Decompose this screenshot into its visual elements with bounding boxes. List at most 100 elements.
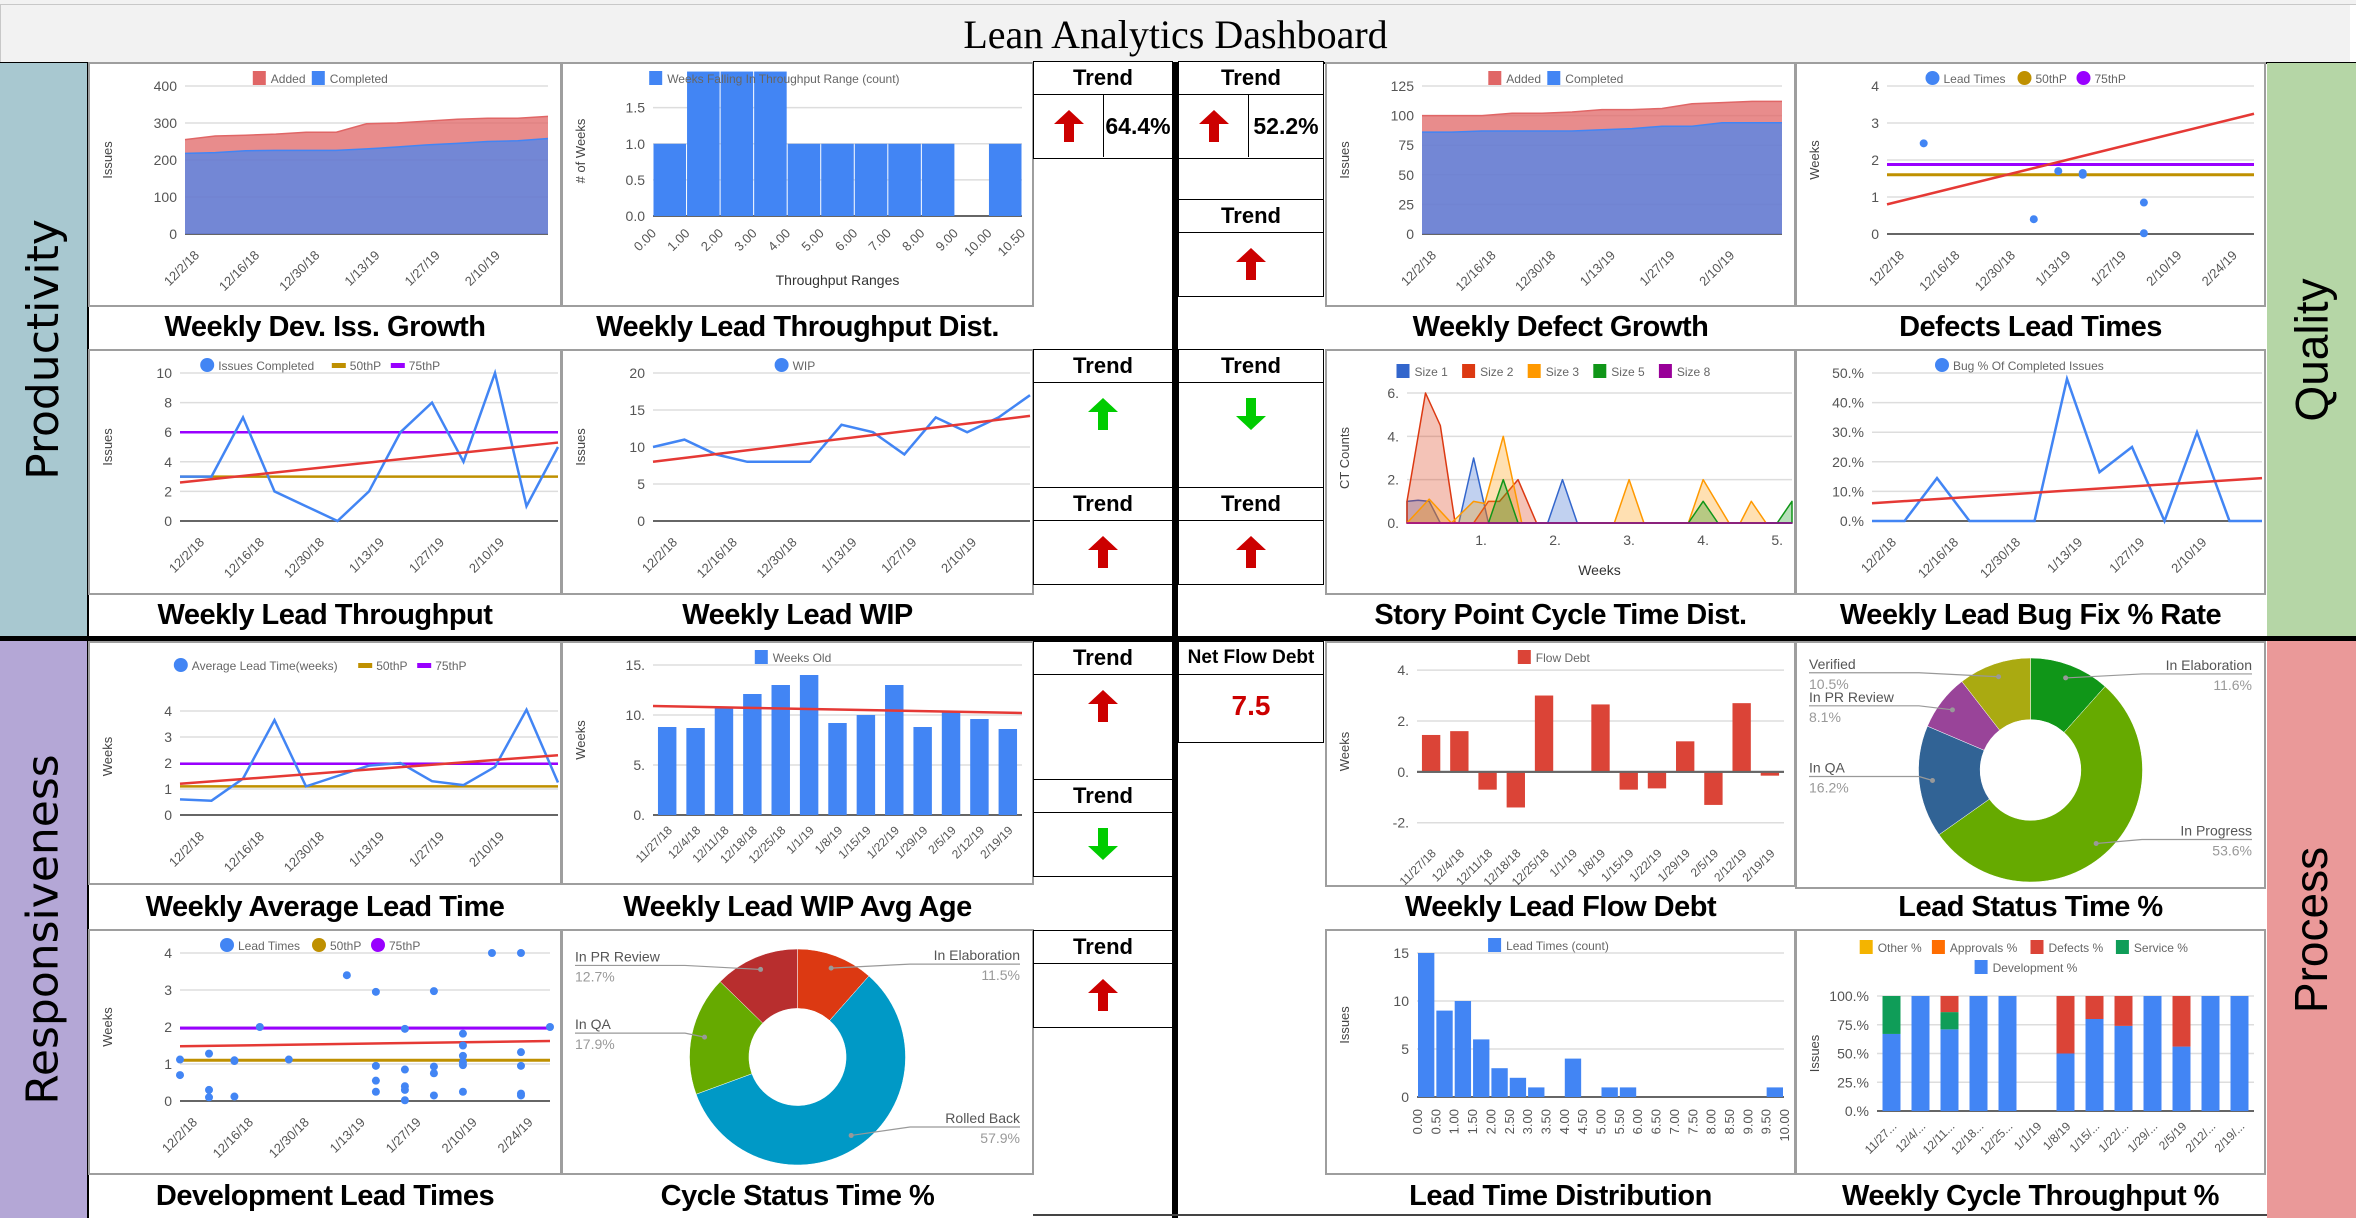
- x-tick-label: 11/27/18: [633, 823, 676, 866]
- legend-swatch: [417, 663, 432, 668]
- stacked-bar-segment: [1940, 1012, 1959, 1030]
- legend-swatch: [2076, 71, 2091, 85]
- title-bar: Lean Analytics Dashboard: [0, 5, 2350, 63]
- legend-swatch: [1859, 940, 1873, 954]
- trend-box: Trend: [1033, 930, 1173, 1028]
- x-tick-label: 12/30/18: [281, 829, 327, 875]
- chart-svg: In Elaboration 11.6% In Progress 53.6% In QA…: [1809, 656, 2252, 883]
- chart-caption: Weekly Cycle Throughput %: [1842, 1179, 2219, 1212]
- chart-weekly-lead-throughput: 0 2 4 6 8 10 Issues 12/2/18 12/16/18 12/30/18 1/13…: [88, 349, 562, 595]
- arrow-up-shape: [1088, 690, 1118, 722]
- legend-item: Approvals %: [1931, 940, 2018, 955]
- area-line: [1422, 100, 1782, 117]
- net-flow-debt-box: Net Flow Debt 7.5: [1178, 641, 1324, 743]
- legend-item: Size 8: [1658, 364, 1711, 379]
- x-tick-label: 1/27/19: [1636, 248, 1677, 289]
- chart-svg: In Elaboration 11.5% Rolled Back 57.9% In QA…: [575, 947, 1021, 1166]
- legend-item: Size 5: [1593, 364, 1645, 379]
- x-tick-label: 0.00: [1410, 1109, 1425, 1134]
- section-process: Process: [2267, 641, 2356, 1218]
- data-point: [400, 1085, 409, 1094]
- x-tick-label: 2/10/19: [1696, 248, 1737, 289]
- bar: [687, 71, 720, 216]
- legend-label: Weeks Falling In Throughput Range (count…: [667, 72, 899, 86]
- legend-item: 50thP: [312, 938, 361, 953]
- chart-caption: Cycle Status Time %: [660, 1179, 935, 1212]
- x-tick-label: 1/13/19: [1577, 248, 1618, 289]
- legend-item: Added: [252, 71, 306, 86]
- x-tick-label: 4.50: [1575, 1109, 1590, 1134]
- bar: [657, 727, 677, 815]
- legend-item: Added: [1488, 71, 1541, 86]
- legend-item: Flow Debt: [1517, 650, 1590, 665]
- legend-item: Size 3: [1527, 364, 1579, 379]
- data-point: [516, 1061, 525, 1070]
- legend-label: Completed: [1565, 72, 1623, 86]
- divider: [87, 63, 89, 1218]
- x-tick-label: 1/27/19: [878, 535, 919, 576]
- x-tick-label: 0.50: [1428, 1109, 1443, 1134]
- x-tick-label: 9.00: [933, 226, 962, 255]
- arrow-down-shape: [1236, 398, 1266, 430]
- label-leader: [575, 964, 761, 971]
- legend-item: Lead Times: [220, 938, 300, 953]
- chart-svg: -2.0.2.4.Weeks11/27/1812/4/1812/11/1812/…: [1337, 650, 1784, 885]
- x-tick-label: 12/16/18: [1915, 535, 1961, 581]
- arrow-down-shape: [1088, 828, 1118, 860]
- data-point: [2139, 198, 2148, 207]
- x-tick-label: 2.: [1549, 532, 1561, 548]
- y-tick-label: 6: [164, 424, 172, 440]
- sheet-gridline: [0, 0, 2356, 5]
- y-tick-label: 4.: [1387, 428, 1399, 444]
- chart-svg: 0.%25.%50.%75.%100.%Issues11/27...12/4/.…: [1807, 940, 2254, 1157]
- chart-defects-lead-times: 0 1 2 3 4 Weeks 12/2/18 12/16/18 12/30/18 1/13/19…: [1795, 62, 2266, 307]
- data-point: [546, 1023, 554, 1031]
- y-tick-label: 200: [154, 152, 178, 168]
- bar: [988, 143, 1022, 216]
- slice-label: In Elaboration: [934, 947, 1020, 963]
- chart-weekly-dev-iss-growth: 0 100 200 300 400 Issues 12/2/18 12/16/18 12/30/…: [88, 62, 562, 307]
- x-tick-label: 1.50: [1465, 1109, 1480, 1134]
- legend-item: 75thP: [417, 659, 467, 673]
- y-tick-label: 0.%: [1845, 1103, 1869, 1119]
- pie-slice: [719, 948, 798, 1024]
- chart-story-point-cycle-time: 0. 2. 4. 6. CT Counts 1. 2. 3. 4. 5. Weeks Size 1 Si…: [1325, 349, 1796, 595]
- y-tick-label: 4: [164, 454, 172, 470]
- chart-caption: Weekly Defect Growth: [1412, 310, 1709, 343]
- trend-label: Trend: [1034, 642, 1172, 675]
- y-tick-label: 2.: [1397, 713, 1409, 729]
- bar: [1591, 704, 1610, 772]
- slice-label: In QA: [575, 1016, 611, 1032]
- arrow-up-icon: [1179, 233, 1323, 295]
- x-tick-label: 1/29/19: [892, 823, 930, 861]
- x-tick-label: 3.50: [1538, 1109, 1553, 1134]
- x-tick-label: 1/1/19: [1547, 846, 1581, 880]
- x-tick-label: 1/29/...: [2125, 1119, 2161, 1155]
- x-tick-label: 1/13/19: [327, 1115, 368, 1156]
- arrow-up-shape: [1236, 248, 1266, 280]
- x-tick-label: 1/1/19: [2011, 1119, 2045, 1153]
- x-tick-label: 4.: [1697, 532, 1709, 548]
- legend-item: WIP: [774, 358, 815, 373]
- arrow-up-shape: [1236, 536, 1266, 568]
- bar: [1619, 1087, 1637, 1097]
- y-tick-label: 2: [1871, 152, 1879, 168]
- chart-weekly-average-lead-time: 0 1 2 3 4 Weeks 12/2/18 12/16/18 12/30/18 1/13/19…: [88, 641, 562, 885]
- x-tick-label: 2/10/19: [2143, 248, 2184, 289]
- bar: [771, 685, 790, 815]
- x-tick-label: 12/16/18: [221, 535, 267, 581]
- trend-spacer: [1033, 446, 1173, 488]
- trend-label: Trend: [1034, 62, 1172, 95]
- chart-caption: Weekly Average Lead Time: [145, 890, 505, 923]
- y-tick-label: 0: [637, 513, 645, 529]
- stacked-bar-segment: [2172, 996, 2191, 1047]
- trendline: [179, 1039, 551, 1048]
- data-point: [458, 1087, 467, 1096]
- arrow-up-icon: [1034, 964, 1172, 1026]
- chart-svg: 0 5 10 15 Issues 0.00 0.50 1.00 1.50 2.00 2.50 3.00…: [1337, 938, 1792, 1142]
- label-leader: [2096, 838, 2252, 845]
- data-point: [516, 949, 525, 957]
